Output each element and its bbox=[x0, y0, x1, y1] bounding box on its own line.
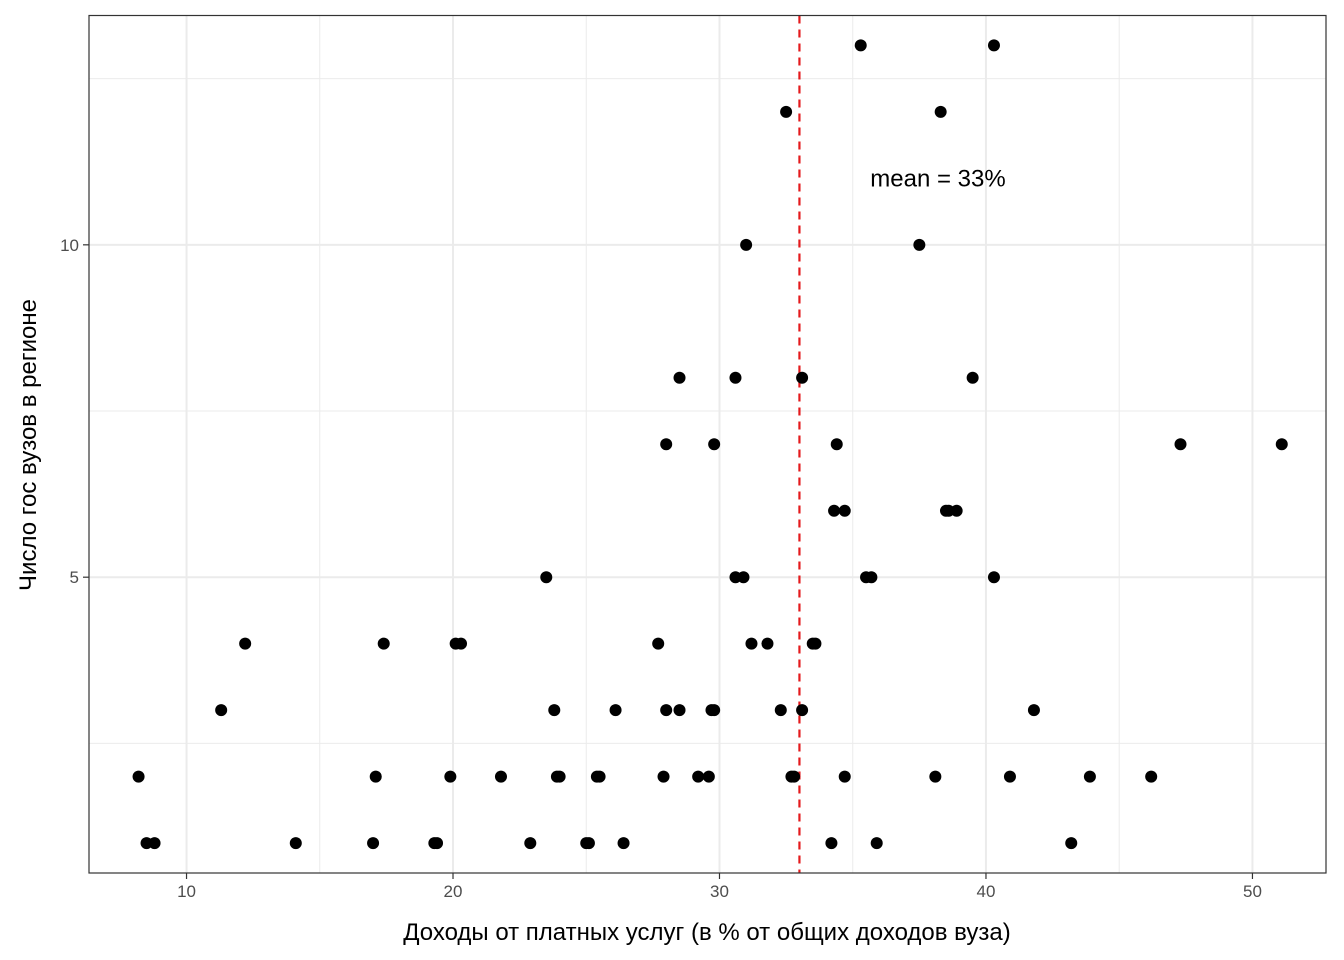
data-point bbox=[369, 770, 382, 783]
data-point bbox=[524, 837, 537, 850]
data-point bbox=[1275, 438, 1288, 451]
data-point bbox=[825, 837, 838, 850]
data-point bbox=[377, 637, 390, 650]
data-point bbox=[729, 371, 742, 384]
data-point bbox=[652, 637, 665, 650]
data-point bbox=[865, 571, 878, 584]
data-point bbox=[950, 504, 963, 517]
data-point bbox=[1065, 837, 1078, 850]
data-point bbox=[809, 637, 822, 650]
x-axis: 10 20 30 40 50 bbox=[177, 873, 1262, 901]
data-point bbox=[609, 704, 622, 717]
data-point bbox=[1003, 770, 1016, 783]
data-point bbox=[215, 704, 228, 717]
y-axis-title: Число гос вузов в регионе bbox=[15, 299, 42, 591]
data-point bbox=[444, 770, 457, 783]
data-point bbox=[737, 571, 750, 584]
data-point bbox=[1083, 770, 1096, 783]
plot-panel-border bbox=[88, 14, 1327, 874]
data-point bbox=[660, 704, 673, 717]
mean-annotation: mean = 33% bbox=[870, 165, 1005, 192]
data-point bbox=[761, 637, 774, 650]
data-point bbox=[796, 371, 809, 384]
x-axis-title: Доходы от платных услуг (в % от общих до… bbox=[403, 919, 1010, 946]
data-point bbox=[708, 704, 721, 717]
data-point bbox=[673, 704, 686, 717]
y-axis: 5 10 bbox=[60, 236, 89, 587]
data-point bbox=[1145, 770, 1158, 783]
data-point bbox=[494, 770, 507, 783]
data-point bbox=[830, 438, 843, 451]
data-point bbox=[987, 571, 1000, 584]
data-point bbox=[838, 770, 851, 783]
data-point bbox=[828, 504, 841, 517]
data-point bbox=[929, 770, 942, 783]
data-point bbox=[617, 837, 630, 850]
x-tick-label: 20 bbox=[444, 882, 463, 901]
x-tick-label: 40 bbox=[977, 882, 996, 901]
data-point bbox=[132, 770, 145, 783]
data-point bbox=[870, 837, 883, 850]
x-tick-label: 50 bbox=[1243, 882, 1262, 901]
y-tick-label: 5 bbox=[70, 568, 79, 587]
data-point bbox=[1174, 438, 1187, 451]
x-tick-label: 30 bbox=[710, 882, 729, 901]
y-tick-label: 10 bbox=[60, 236, 79, 255]
data-point bbox=[289, 837, 302, 850]
data-points bbox=[132, 39, 1288, 850]
data-point bbox=[740, 238, 753, 251]
data-point bbox=[1027, 704, 1040, 717]
data-point bbox=[455, 637, 468, 650]
data-point bbox=[838, 504, 851, 517]
data-point bbox=[854, 39, 867, 52]
data-point bbox=[548, 704, 561, 717]
grid bbox=[89, 15, 1326, 873]
data-point bbox=[788, 770, 801, 783]
data-point bbox=[593, 770, 606, 783]
data-point bbox=[540, 571, 553, 584]
data-point bbox=[657, 770, 670, 783]
data-point bbox=[987, 39, 1000, 52]
data-point bbox=[553, 770, 566, 783]
data-point bbox=[431, 837, 444, 850]
data-point bbox=[913, 238, 926, 251]
data-point bbox=[966, 371, 979, 384]
data-point bbox=[780, 105, 793, 118]
data-point bbox=[702, 770, 715, 783]
data-point bbox=[774, 704, 787, 717]
data-point bbox=[660, 438, 673, 451]
data-point bbox=[367, 837, 380, 850]
data-point bbox=[745, 637, 758, 650]
x-tick-label: 10 bbox=[177, 882, 196, 901]
data-point bbox=[708, 438, 721, 451]
data-point bbox=[582, 837, 595, 850]
data-point bbox=[673, 371, 686, 384]
data-point bbox=[239, 637, 252, 650]
data-point bbox=[148, 837, 161, 850]
data-point bbox=[796, 704, 809, 717]
data-point bbox=[934, 105, 947, 118]
data-point bbox=[692, 770, 705, 783]
